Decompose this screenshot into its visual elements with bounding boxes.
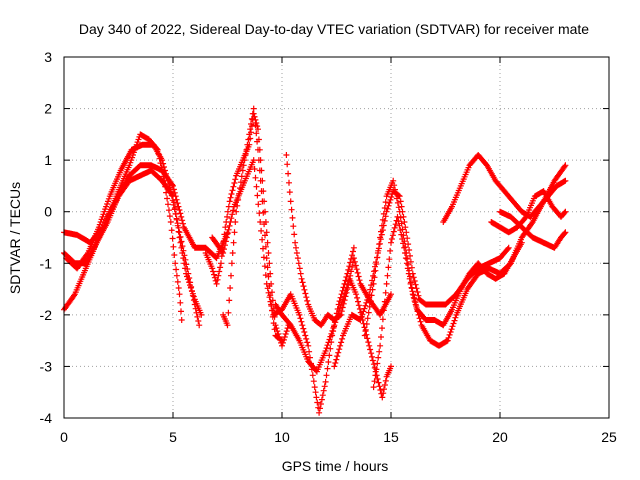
x-tick-label: 0 xyxy=(60,429,68,445)
series-track-12 xyxy=(370,213,525,391)
y-tick-label: -1 xyxy=(40,255,53,271)
x-tick-label: 5 xyxy=(169,429,177,445)
plus-markers xyxy=(272,275,394,401)
series-track-14 xyxy=(488,188,569,236)
chart-title: Day 340 of 2022, Sidereal Day-to-day VTE… xyxy=(79,21,589,37)
plus-markers xyxy=(63,141,203,329)
x-tick-label: 10 xyxy=(274,429,290,445)
frame-layer xyxy=(63,56,610,419)
x-tick-label: 15 xyxy=(383,429,399,445)
y-tick-label: 0 xyxy=(44,204,52,220)
grid-layer xyxy=(64,57,609,418)
plus-markers xyxy=(488,188,569,236)
y-tick-label: 3 xyxy=(44,49,52,65)
x-axis-label: GPS time / hours xyxy=(282,458,389,474)
series-track-15 xyxy=(497,208,569,251)
plus-markers xyxy=(61,167,205,318)
series-track-4 xyxy=(63,141,203,329)
y-tick-label: -4 xyxy=(40,410,53,426)
series-track-13 xyxy=(440,152,569,225)
plus-markers xyxy=(370,213,525,391)
data-layer xyxy=(61,105,569,416)
plus-markers xyxy=(61,131,185,323)
y-tick-label: 2 xyxy=(44,101,52,117)
x-tick-label: 20 xyxy=(492,429,508,445)
y-tick-label: -3 xyxy=(40,358,53,374)
y-tick-label: -2 xyxy=(40,307,53,323)
y-axis-label: SDTVAR / TECUs xyxy=(7,182,23,294)
y-tick-label: 1 xyxy=(44,152,52,168)
plot-frame xyxy=(63,56,610,419)
plus-markers xyxy=(440,152,569,225)
x-tick-label: 25 xyxy=(601,429,617,445)
plus-markers xyxy=(497,208,569,251)
plus-markers xyxy=(220,105,285,344)
series-track-9 xyxy=(272,275,394,401)
series-track-3 xyxy=(61,167,205,318)
series-track-1 xyxy=(61,131,185,323)
series-track-6 xyxy=(220,105,285,344)
